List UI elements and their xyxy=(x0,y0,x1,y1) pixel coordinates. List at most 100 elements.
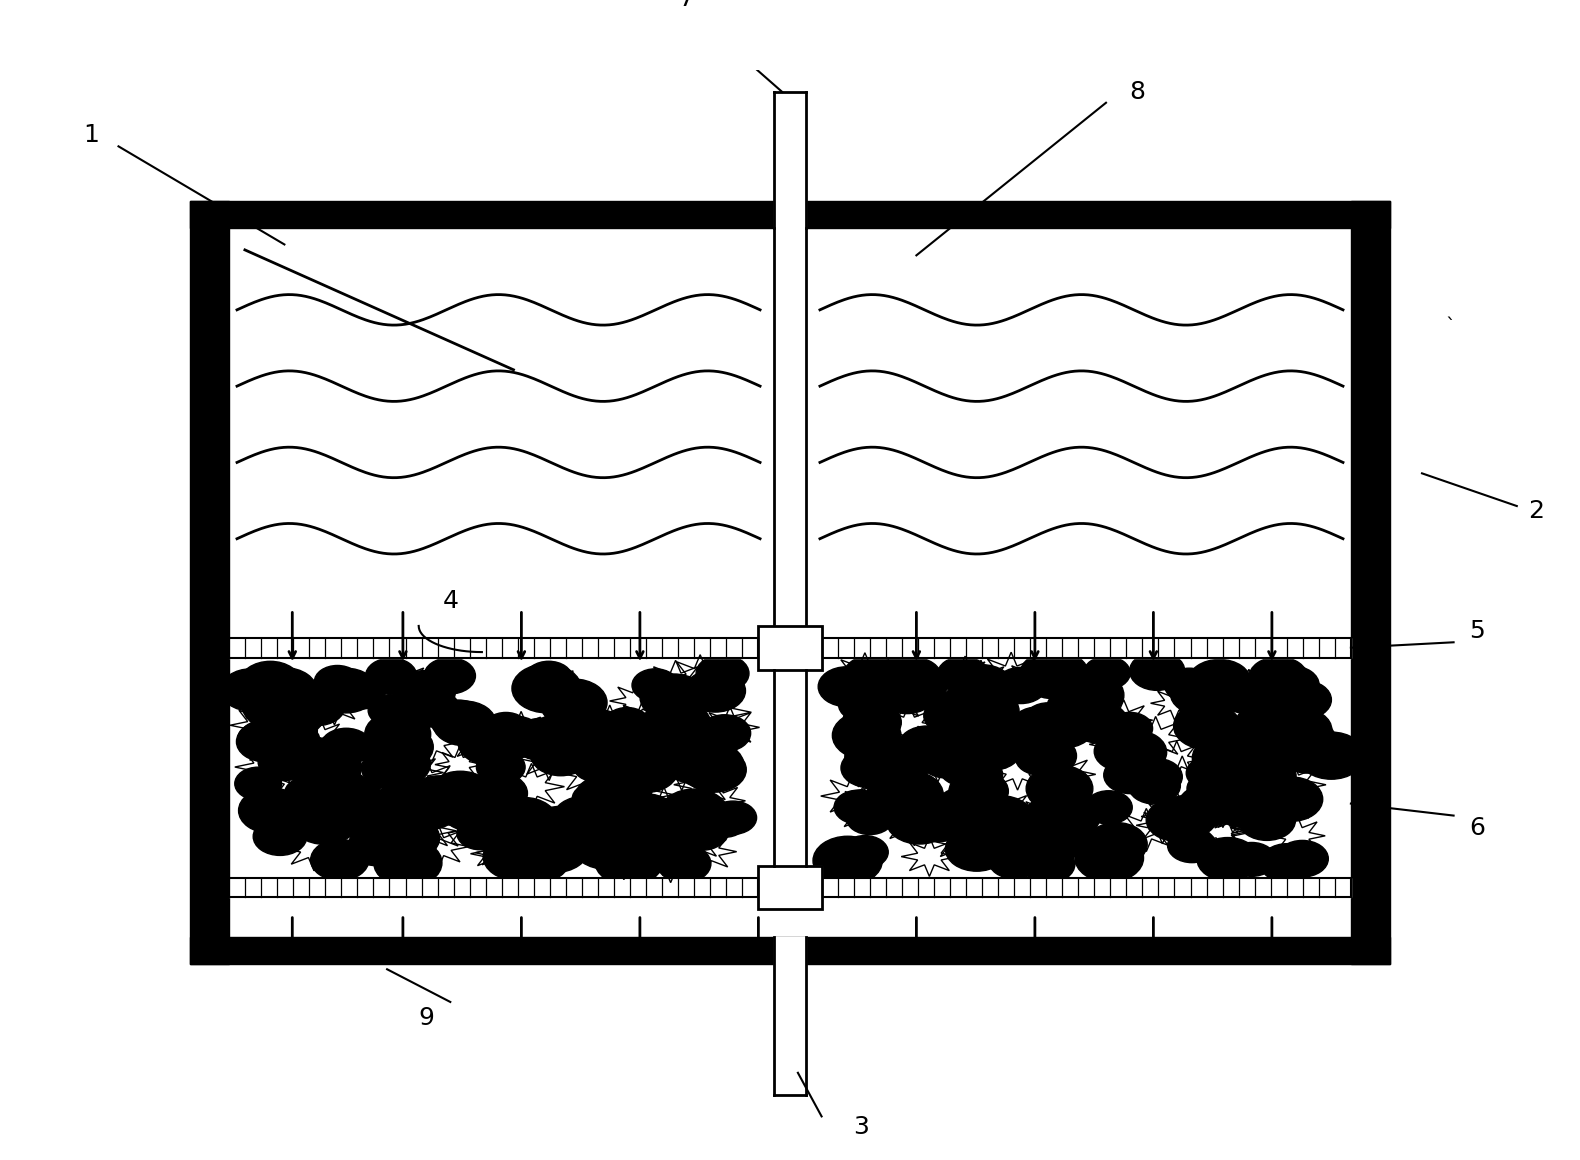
Ellipse shape xyxy=(1248,657,1308,698)
Ellipse shape xyxy=(1081,831,1133,868)
Ellipse shape xyxy=(258,744,311,781)
Ellipse shape xyxy=(611,746,678,792)
Ellipse shape xyxy=(240,720,288,754)
Ellipse shape xyxy=(1021,800,1085,847)
Ellipse shape xyxy=(1095,732,1150,771)
Ellipse shape xyxy=(653,716,720,763)
Ellipse shape xyxy=(594,838,664,885)
Ellipse shape xyxy=(683,747,746,792)
Ellipse shape xyxy=(365,711,431,757)
Ellipse shape xyxy=(572,783,619,815)
Ellipse shape xyxy=(531,806,588,847)
Ellipse shape xyxy=(1074,834,1144,882)
Ellipse shape xyxy=(1164,668,1213,703)
Ellipse shape xyxy=(314,666,360,698)
Ellipse shape xyxy=(1085,791,1133,824)
Ellipse shape xyxy=(939,745,999,788)
Ellipse shape xyxy=(1255,696,1305,732)
Ellipse shape xyxy=(1174,703,1240,749)
Ellipse shape xyxy=(976,711,1025,746)
Text: 8: 8 xyxy=(1130,80,1146,104)
Ellipse shape xyxy=(937,797,999,840)
Ellipse shape xyxy=(942,683,997,722)
Ellipse shape xyxy=(311,783,365,820)
Ellipse shape xyxy=(604,829,651,863)
Ellipse shape xyxy=(305,799,359,838)
Text: 3: 3 xyxy=(853,1115,869,1139)
Ellipse shape xyxy=(860,669,907,703)
Ellipse shape xyxy=(632,669,678,702)
Ellipse shape xyxy=(468,773,528,814)
Bar xyxy=(822,878,1351,898)
Ellipse shape xyxy=(1025,766,1093,812)
Ellipse shape xyxy=(1281,738,1332,773)
Ellipse shape xyxy=(924,698,975,733)
Ellipse shape xyxy=(1168,828,1217,863)
Ellipse shape xyxy=(842,655,904,698)
Ellipse shape xyxy=(1070,702,1128,744)
Ellipse shape xyxy=(540,679,607,726)
Ellipse shape xyxy=(525,661,572,695)
Ellipse shape xyxy=(964,730,1021,770)
Ellipse shape xyxy=(368,695,412,726)
Ellipse shape xyxy=(531,733,591,776)
Bar xyxy=(822,638,1351,658)
Ellipse shape xyxy=(441,788,504,832)
Ellipse shape xyxy=(1128,767,1180,804)
Ellipse shape xyxy=(1251,775,1310,817)
Ellipse shape xyxy=(1234,703,1299,748)
Ellipse shape xyxy=(1193,734,1259,782)
Ellipse shape xyxy=(512,664,581,713)
Ellipse shape xyxy=(242,682,311,730)
Ellipse shape xyxy=(894,732,953,773)
Ellipse shape xyxy=(269,697,324,737)
Ellipse shape xyxy=(660,789,728,838)
Ellipse shape xyxy=(374,839,442,887)
Ellipse shape xyxy=(239,788,303,833)
Ellipse shape xyxy=(877,673,935,713)
Ellipse shape xyxy=(529,713,592,759)
Ellipse shape xyxy=(1025,798,1071,829)
Ellipse shape xyxy=(864,754,927,798)
Ellipse shape xyxy=(1005,827,1055,863)
Ellipse shape xyxy=(604,708,649,740)
Ellipse shape xyxy=(1297,732,1365,780)
Bar xyxy=(229,878,758,898)
Bar xyxy=(822,638,1351,658)
Bar xyxy=(1351,201,1390,964)
Ellipse shape xyxy=(457,817,504,850)
Ellipse shape xyxy=(1111,749,1169,791)
Ellipse shape xyxy=(619,793,667,826)
Ellipse shape xyxy=(841,748,896,788)
Ellipse shape xyxy=(814,836,882,885)
Ellipse shape xyxy=(507,833,570,877)
Ellipse shape xyxy=(1068,667,1119,703)
Ellipse shape xyxy=(1266,666,1319,704)
Bar xyxy=(758,626,822,669)
Ellipse shape xyxy=(514,822,572,864)
Ellipse shape xyxy=(395,783,461,829)
Ellipse shape xyxy=(311,840,368,880)
Bar xyxy=(774,936,806,1095)
Ellipse shape xyxy=(657,844,711,883)
Ellipse shape xyxy=(463,798,520,839)
Ellipse shape xyxy=(253,672,307,709)
Ellipse shape xyxy=(428,771,493,817)
Ellipse shape xyxy=(634,825,681,857)
Ellipse shape xyxy=(882,657,942,699)
Bar xyxy=(190,201,229,964)
Bar xyxy=(774,92,806,229)
Ellipse shape xyxy=(861,751,920,791)
Ellipse shape xyxy=(818,667,875,706)
Ellipse shape xyxy=(482,813,526,844)
Ellipse shape xyxy=(485,810,542,850)
Ellipse shape xyxy=(376,815,439,861)
Ellipse shape xyxy=(1228,753,1296,800)
Ellipse shape xyxy=(953,688,1019,734)
Ellipse shape xyxy=(964,815,1025,858)
Ellipse shape xyxy=(673,811,728,850)
Ellipse shape xyxy=(945,827,1008,871)
Ellipse shape xyxy=(1218,675,1273,713)
Ellipse shape xyxy=(1201,669,1253,708)
Ellipse shape xyxy=(1157,796,1218,838)
